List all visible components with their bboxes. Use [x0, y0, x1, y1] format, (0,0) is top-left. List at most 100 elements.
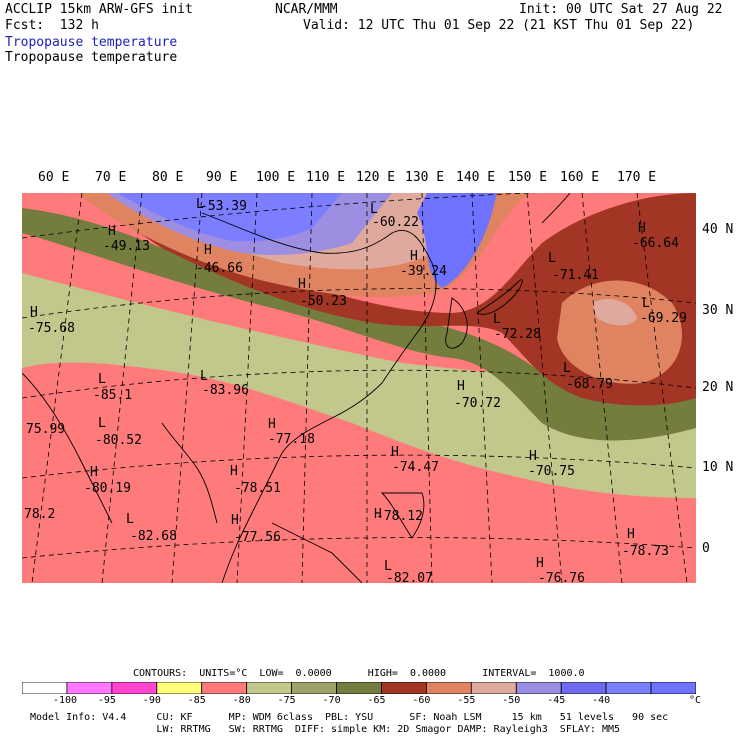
extremum-value: -49.13: [103, 239, 150, 254]
colorbar-ticks: -100 -95 -90 -85 -80 -75 -70 -65 -60 -55 -50 -45 -40…: [0, 694, 740, 708]
extremum-label: L: [370, 202, 378, 217]
extremum-value: -50.23: [300, 294, 347, 309]
colorbar-tick: -50: [502, 695, 521, 706]
model-title: ACCLIP 15km ARW-GFS init: [5, 2, 193, 17]
longitude-label: 150 E: [508, 170, 548, 185]
extremum-label: L: [384, 559, 392, 574]
extremum-label: H: [30, 305, 38, 320]
extremum-label: H: [90, 465, 98, 480]
extremum-label: L: [98, 372, 106, 387]
extremum-value: -77.18: [268, 432, 315, 447]
latitude-label: 20 N: [702, 380, 734, 395]
latitude-label: 10 N: [702, 460, 734, 475]
extremum-label: L: [642, 296, 650, 311]
colorbar-swatch: [560, 682, 607, 694]
colorbar-tick: -40: [592, 695, 611, 706]
colorbar-tick: -60: [412, 695, 431, 706]
colorbar-tick: -45: [547, 695, 566, 706]
extremum-value: -75.68: [28, 321, 75, 336]
band-80-75: [22, 273, 696, 498]
band-60-55-east: [557, 280, 682, 384]
colorbar-swatch: [381, 682, 427, 694]
extremum-label: H: [374, 507, 382, 522]
colorbar-tick: -100: [52, 695, 78, 706]
extremum-value: -82.68: [130, 529, 177, 544]
colorbar-tick: -85: [187, 695, 206, 706]
extremum-label: L: [98, 416, 106, 431]
band-75-70: [22, 208, 696, 441]
coastlines: [22, 193, 571, 583]
extremum-label: H: [268, 417, 276, 432]
extremum-label: L: [196, 197, 204, 212]
extremum-value: -76.76: [538, 571, 585, 586]
colorbar-tick: -95: [97, 695, 116, 706]
extremum-value: -77.56: [234, 530, 281, 545]
extremum-label: H: [108, 224, 116, 239]
colorbar-swatch: [66, 682, 113, 694]
longitude-label: 80 E: [152, 170, 184, 185]
graticule: [22, 193, 696, 583]
extremum-label: L: [563, 361, 571, 376]
longitude-label: 70 E: [95, 170, 127, 185]
colorbar-tick: -80: [232, 695, 251, 706]
colorbar-swatch: [470, 682, 517, 694]
band-45-40: [417, 193, 497, 288]
colorbar-swatch: [336, 682, 382, 694]
colorbar-unit: °C: [689, 695, 702, 706]
extremum-value: -78.51: [234, 481, 281, 496]
field-title-shaded: Tropopause temperature: [5, 35, 178, 50]
tropopause-temperature-map: [22, 193, 696, 583]
extremum-value: -71.41: [552, 268, 599, 283]
latitude-label: 30 N: [702, 303, 734, 318]
extremum-value: -80.19: [84, 481, 131, 496]
longitude-labels: 60 E 70 E 80 E 90 E 100 E 110 E 120 E 130 E 140 …: [0, 171, 740, 187]
colorbar-tick: -90: [142, 695, 161, 706]
extremum-value: -70.72: [454, 396, 501, 411]
colorbar-tick: -65: [367, 695, 386, 706]
longitude-label: 160 E: [560, 170, 600, 185]
extremum-label: L: [200, 369, 208, 384]
colorbar-swatch: [291, 682, 337, 694]
extremum-value: -46.66: [196, 261, 243, 276]
extremum-label: L: [548, 251, 556, 266]
extremum-value: -82.07: [386, 571, 433, 586]
contours-info: CONTOURS: UNITS=°C LOW= 0.0000 HIGH= 0.0…: [133, 668, 585, 679]
extremum-value: -68.79: [566, 377, 613, 392]
extremum-label: H: [204, 243, 212, 258]
longitude-label: 140 E: [456, 170, 496, 185]
longitude-label: 100 E: [256, 170, 296, 185]
extremum-label: H: [627, 527, 635, 542]
extremum-label: H: [536, 556, 544, 571]
extremum-value: -66.64: [632, 236, 679, 251]
longitude-label: 110 E: [306, 170, 346, 185]
colorbar-tick: -75: [277, 695, 296, 706]
extremum-label: H: [638, 221, 646, 236]
colorbar-swatch: [111, 682, 158, 694]
extremum-value: -39.24: [400, 264, 447, 279]
colorbar-swatch: [201, 682, 248, 694]
extremum-label: H: [529, 449, 537, 464]
band-70-65: [82, 193, 696, 406]
org-label: NCAR/MMM: [275, 2, 338, 17]
colorbar: [22, 682, 696, 694]
extremum-value: -60.22: [372, 215, 419, 230]
extremum-value: -78.73: [622, 544, 669, 559]
colorbar-swatch: [650, 682, 696, 694]
band-55-50-east: [592, 298, 637, 326]
colorbar-tick: -70: [322, 695, 341, 706]
valid-time: Valid: 12 UTC Thu 01 Sep 22 (21 KST Thu …: [303, 18, 695, 33]
extremum-value: -83.96: [202, 383, 249, 398]
model-info-2: LW: RRTMG SW: RRTMG DIFF: simple KM: 2D …: [30, 724, 621, 735]
extremum-label: L: [493, 312, 501, 327]
field-title-contour: Tropopause temperature: [5, 50, 178, 65]
longitude-label: 90 E: [206, 170, 238, 185]
extremum-label: H: [457, 379, 465, 394]
extremum-value: -80.52: [95, 433, 142, 448]
latitude-labels: 40 N 30 N 20 N 10 N 0: [700, 193, 740, 593]
extremum-label: L: [126, 512, 134, 527]
colorbar-swatch: [515, 682, 562, 694]
extremum-value: -74.47: [392, 460, 439, 475]
longitude-label: 130 E: [405, 170, 445, 185]
latitude-label: 0: [702, 541, 710, 556]
extremum-label: H: [391, 445, 399, 460]
